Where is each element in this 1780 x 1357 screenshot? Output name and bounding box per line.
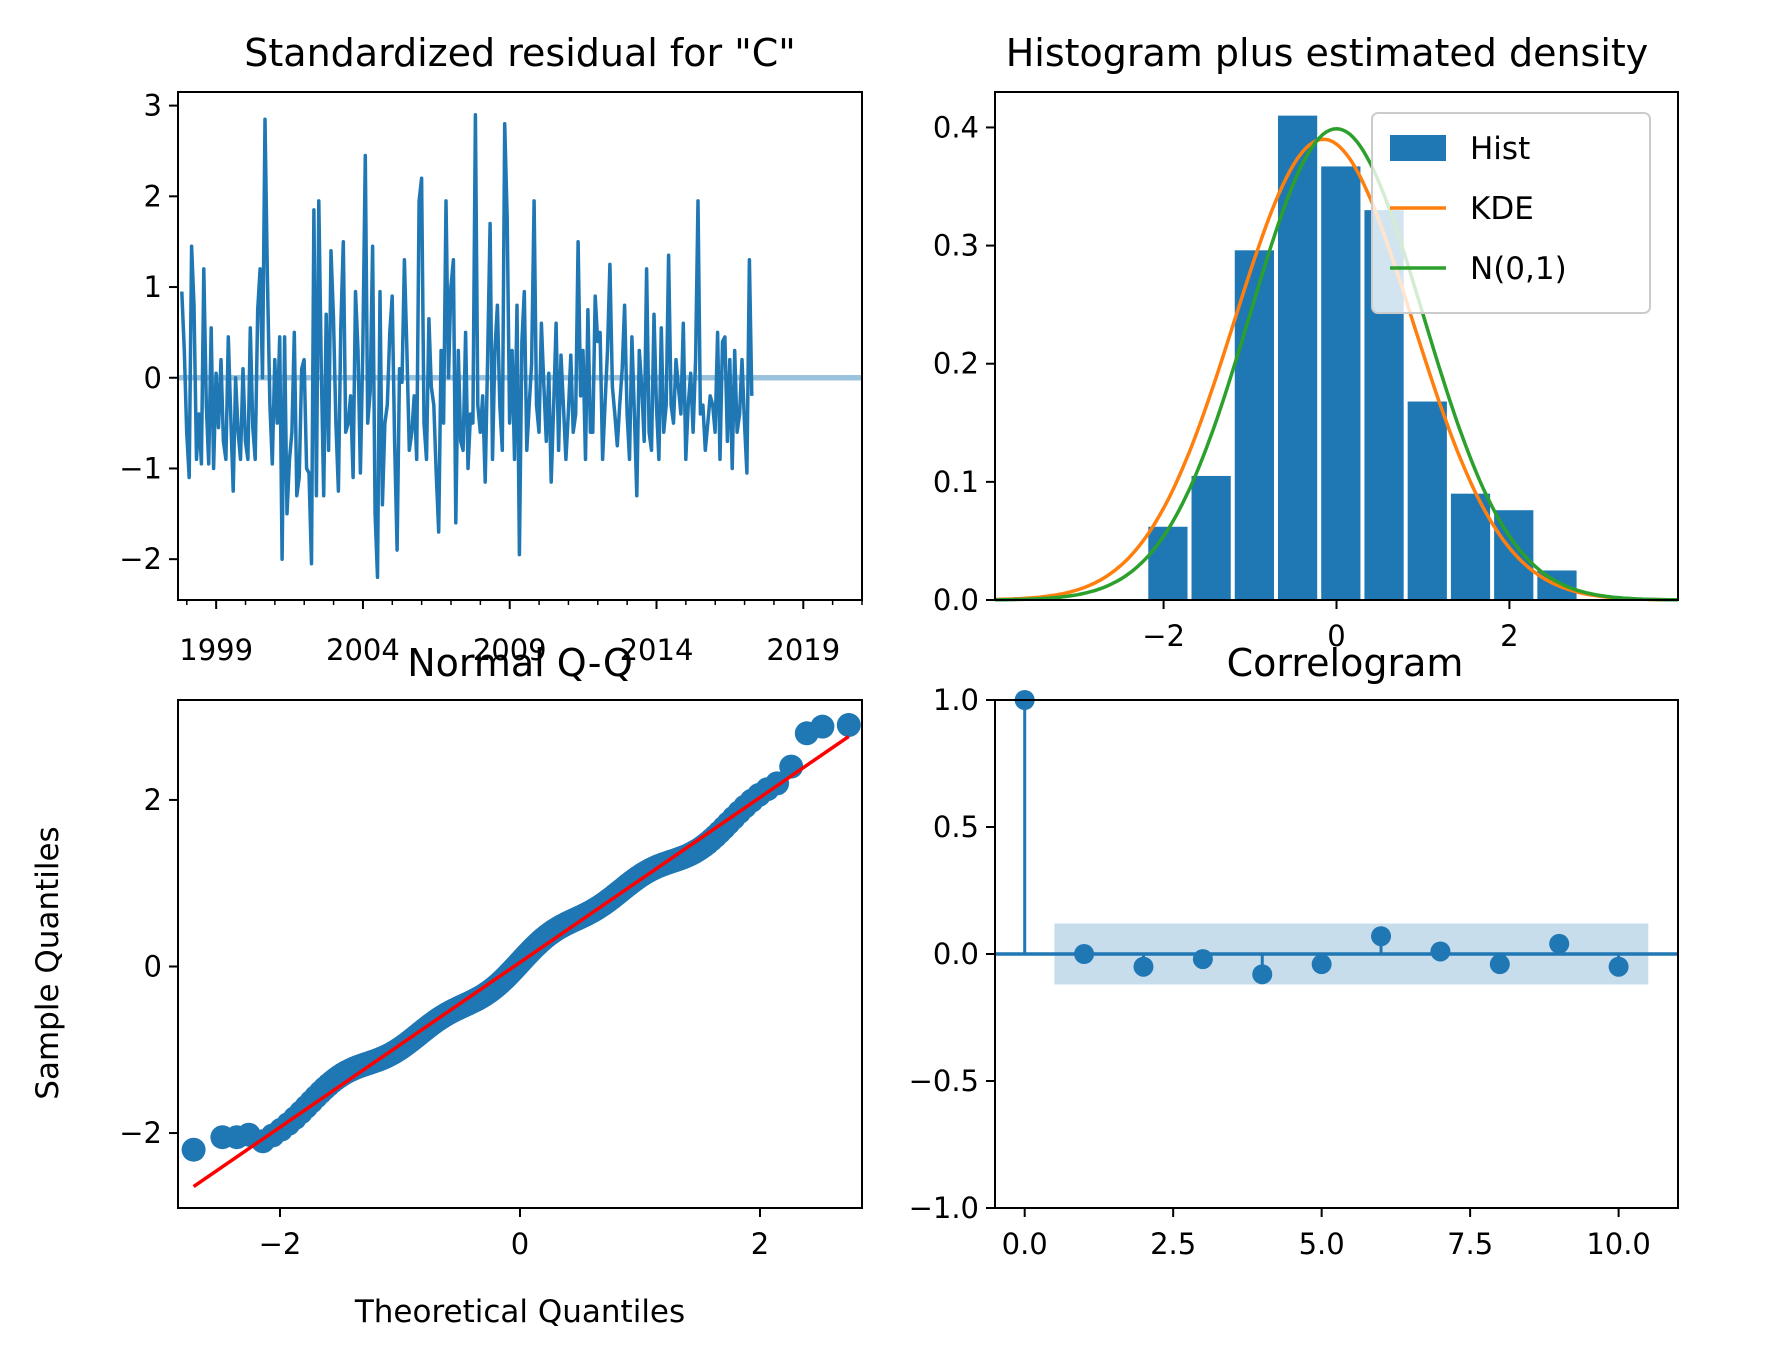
acf-marker: [1311, 954, 1332, 975]
acf-marker: [1371, 926, 1392, 947]
histogram-ytick-label: 0.3: [933, 229, 979, 263]
legend-label: Hist: [1470, 131, 1530, 167]
residual-xtick-label: 2009: [473, 633, 547, 667]
acf-marker: [1608, 956, 1629, 977]
qq-point: [236, 1122, 261, 1147]
histogram-ytick-label: 0.4: [933, 110, 979, 144]
histogram-ytick-label: 0.0: [933, 583, 979, 617]
histogram-panel: Histogram plus estimated density 0.00.10…: [933, 31, 1679, 653]
histogram-ytick-label: 0.2: [933, 347, 979, 381]
qq-xtick-label: 2: [751, 1227, 769, 1261]
correlogram-ytick-label: −0.5: [909, 1064, 979, 1098]
residual-xtick-label: 2004: [326, 633, 400, 667]
qq-ytick-label: 2: [144, 783, 162, 817]
kde-line: [994, 137, 1678, 602]
correlogram-ytick-label: 0.0: [933, 937, 979, 971]
qq-plot-area: −2 0 2 −2 0 2: [119, 699, 863, 1261]
residual-panel: Standardized residual for "C" −2 −1 0 1 2 3 19…: [119, 31, 863, 667]
legend-box: [1371, 112, 1651, 314]
qq-ytick-label: −2: [119, 1116, 162, 1150]
histogram-ytick-label: 0.1: [933, 465, 979, 499]
histogram-xtick-label: 0: [1327, 619, 1345, 653]
qq-point: [836, 712, 861, 737]
histogram-bar: [1407, 401, 1447, 600]
histogram-xtick-label: 2: [1500, 619, 1518, 653]
qq-title: Normal Q-Q: [407, 641, 633, 685]
qq-xtick-label: −2: [259, 1227, 302, 1261]
qq-ylabel: Sample Quantiles: [30, 826, 66, 1099]
legend-label: KDE: [1470, 191, 1534, 227]
acf-marker: [1430, 941, 1451, 962]
correlogram-xtick-label: 2.5: [1150, 1227, 1196, 1261]
correlogram-xtick-label: 7.5: [1447, 1227, 1493, 1261]
correlogram-ytick-label: 0.5: [933, 810, 979, 844]
histogram-bar: [1191, 475, 1231, 600]
correlogram-ytick-label: −1.0: [909, 1191, 979, 1225]
histogram-bar: [1234, 250, 1274, 600]
histogram-bar: [1277, 115, 1318, 601]
qq-xtick-label: 0: [511, 1227, 529, 1261]
acf-marker: [1192, 949, 1213, 970]
residual-ytick-label: 1: [144, 270, 162, 304]
acf-marker: [1489, 954, 1510, 975]
correlogram-xtick-label: 0.0: [1002, 1227, 1048, 1261]
histogram-bar: [1321, 166, 1361, 600]
qq-point: [810, 714, 835, 739]
residual-xtick-label: 2014: [620, 633, 694, 667]
qq-ytick-label: 0: [144, 949, 162, 983]
acf-marker: [1549, 933, 1570, 954]
histogram-legend: Hist KDE N(0,1): [1371, 112, 1651, 314]
qq-xlabel: Theoretical Quantiles: [354, 1294, 685, 1330]
residual-frame: [177, 91, 863, 601]
residual-ytick-label: 3: [144, 89, 162, 123]
legend-label: N(0,1): [1470, 251, 1567, 287]
qq-reference-line: [192, 734, 850, 1189]
histogram-plot-area: 0.0 0.1 0.2 0.3 0.4 −2 0 2 Hist KDE N(0,1): [933, 91, 1679, 653]
correlogram-xtick-label: 10.0: [1586, 1227, 1651, 1261]
residual-ytick-label: −2: [119, 542, 162, 576]
acf-marker: [1252, 964, 1273, 985]
correlogram-title: Correlogram: [1227, 641, 1464, 685]
qq-panel: −2 0 2 −2 0 2 Normal Q-Q Theoretical Quantile…: [30, 641, 863, 1330]
acf-marker: [1074, 944, 1095, 964]
residual-series-line: [180, 112, 754, 580]
correlogram-xtick-label: 5.0: [1299, 1227, 1345, 1261]
residual-ytick-label: 2: [144, 179, 162, 213]
residual-xtick-label: 1999: [179, 633, 253, 667]
residual-ytick-label: −1: [119, 451, 162, 485]
normal-density-line: [995, 126, 1678, 602]
legend-swatch-hist: [1390, 135, 1446, 161]
correlogram-ytick-label: 1.0: [933, 683, 979, 717]
histogram-bar: [1148, 526, 1188, 600]
qq-point: [181, 1137, 206, 1162]
correlogram-panel: −1.0 −0.5 0.0 0.5 1.0 0.0 2.5 5.0 7.5 10.0 Correl…: [909, 641, 1679, 1261]
histogram-title: Histogram plus estimated density: [1006, 31, 1649, 75]
correlogram-plot-area: −1.0 −0.5 0.0 0.5 1.0 0.0 2.5 5.0 7.5 10.0: [909, 683, 1679, 1261]
residual-plot-area: −2 −1 0 1 2 3 1999 2004 2009 2014 2019: [119, 89, 863, 667]
histogram-xtick-label: −2: [1142, 619, 1185, 653]
residual-title: Standardized residual for "C": [244, 31, 795, 75]
residual-ytick-label: 0: [144, 361, 162, 395]
acf-marker: [1133, 956, 1154, 977]
residual-xtick-label: 2019: [766, 633, 840, 667]
